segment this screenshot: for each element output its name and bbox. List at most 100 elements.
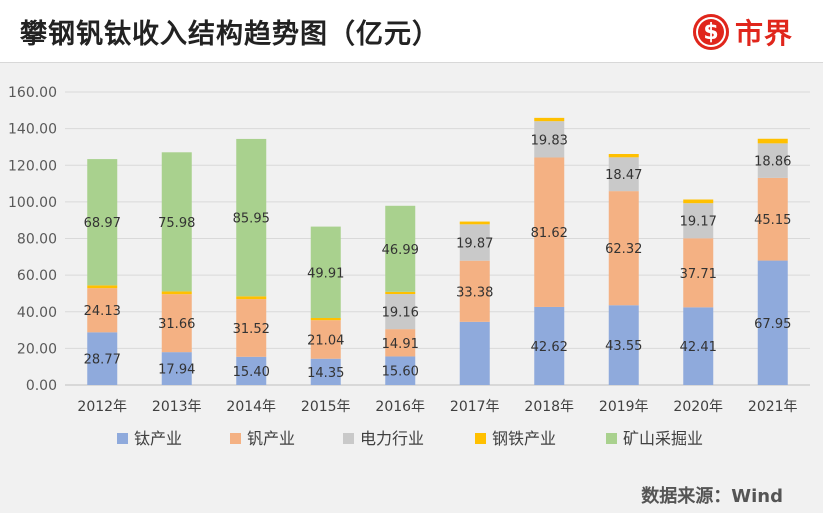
x-tick-label: 2016年 <box>375 399 425 415</box>
bar-segment <box>757 177 788 261</box>
x-tick-label: 2019年 <box>599 399 649 415</box>
y-tick-label: 120.00 <box>8 158 57 174</box>
bar-segment <box>683 307 714 385</box>
bar-segment <box>534 121 565 158</box>
x-tick-label: 2018年 <box>524 399 574 415</box>
data-label: 62.32 <box>605 242 642 257</box>
bar-segment <box>385 291 416 295</box>
y-tick-label: 140.00 <box>8 122 57 138</box>
x-tick-label: 2021年 <box>748 399 798 415</box>
data-label: 14.91 <box>382 337 419 352</box>
bar-segment <box>459 321 490 385</box>
data-label: 46.99 <box>382 243 419 258</box>
data-source: 数据来源：Wind <box>641 486 783 507</box>
bar-segment <box>683 199 714 204</box>
data-label: 24.13 <box>84 304 121 319</box>
y-tick-label: 0.00 <box>26 378 57 394</box>
x-tick-label: 2013年 <box>152 399 202 415</box>
y-tick-label: 40.00 <box>17 305 57 321</box>
data-label: 18.47 <box>605 168 642 183</box>
data-label: 14.35 <box>307 366 344 381</box>
bar-segment <box>385 329 416 357</box>
bar-segment <box>757 138 788 144</box>
bar-segment <box>385 356 416 385</box>
data-label: 21.04 <box>307 333 344 348</box>
data-label: 68.97 <box>84 216 121 231</box>
y-tick-label: 100.00 <box>8 195 57 211</box>
bar-segment <box>310 358 341 385</box>
legend-swatch <box>475 433 486 444</box>
data-label: 85.95 <box>233 212 270 227</box>
data-label: 42.41 <box>680 340 717 355</box>
data-label: 67.95 <box>754 317 791 332</box>
bar-segment <box>161 294 192 353</box>
legend-swatch <box>117 433 128 444</box>
y-tick-label: 80.00 <box>17 232 57 248</box>
bar-segment <box>236 296 267 300</box>
data-label: 31.52 <box>233 322 270 337</box>
data-label: 42.62 <box>531 340 568 355</box>
data-label: 19.83 <box>531 133 568 148</box>
bar-segment <box>608 154 639 158</box>
bar-segment <box>459 260 490 322</box>
bar-segment <box>459 224 490 261</box>
y-tick-label: 60.00 <box>17 268 57 284</box>
x-tick-label: 2017年 <box>450 399 500 415</box>
x-tick-label: 2014年 <box>226 399 276 415</box>
legend-swatch <box>230 433 241 444</box>
data-label: 81.62 <box>531 226 568 241</box>
data-label: 28.77 <box>84 353 121 368</box>
bar-segment <box>385 205 416 292</box>
bar-segment <box>608 157 639 192</box>
bar-segment <box>757 143 788 178</box>
bar-segment <box>310 226 341 318</box>
data-label: 15.40 <box>233 365 270 380</box>
data-label: 15.60 <box>382 365 419 380</box>
bar-segment <box>608 305 639 385</box>
data-label: 37.71 <box>680 267 717 282</box>
data-label: 49.91 <box>307 266 344 281</box>
bar-segment <box>534 306 565 385</box>
bar-segment <box>310 317 341 321</box>
legend-swatch <box>606 433 617 444</box>
bar-segment <box>310 320 341 359</box>
bar-segment <box>534 117 565 122</box>
brand-logo-icon: $ <box>692 14 729 50</box>
bar-segment <box>608 191 639 306</box>
bar-segment <box>683 238 714 308</box>
bar-segment <box>757 260 788 385</box>
bar-segment <box>161 152 192 292</box>
data-label: 31.66 <box>158 317 195 332</box>
bar-segment <box>87 285 118 289</box>
bar-segment <box>87 159 118 286</box>
bar-segment <box>385 294 416 330</box>
legend-label: 钒产业 <box>247 429 295 448</box>
data-label: 17.94 <box>158 363 195 378</box>
data-label: 19.17 <box>680 215 717 230</box>
x-tick-label: 2020年 <box>673 399 723 415</box>
bar-segment <box>236 138 267 297</box>
legend-label: 钢铁产业 <box>492 429 556 448</box>
data-label: 43.55 <box>605 339 642 354</box>
x-tick-label: 2015年 <box>301 399 351 415</box>
bar-segment <box>87 332 118 385</box>
data-label: 19.16 <box>382 306 419 321</box>
bar-segment <box>161 291 192 295</box>
data-label: 75.98 <box>158 216 195 231</box>
legend-label: 电力行业 <box>360 429 424 448</box>
bar-segment <box>534 157 565 307</box>
data-label: 19.87 <box>456 237 493 252</box>
bar-segment <box>459 221 490 225</box>
bar-segment <box>87 288 118 333</box>
bar-segment <box>161 352 192 385</box>
y-tick-label: 160.00 <box>8 85 57 101</box>
data-label: 33.38 <box>456 285 493 300</box>
y-tick-label: 20.00 <box>17 341 57 357</box>
brand-name: 市界 <box>734 17 793 50</box>
bar-segment <box>236 299 267 357</box>
legend-label: 钛产业 <box>134 429 182 448</box>
header-divider <box>0 62 823 63</box>
data-label: 18.86 <box>754 155 791 170</box>
data-label: 45.15 <box>754 213 791 228</box>
header: 攀钢钒钛收入结构趋势图（亿元） $ 市界 <box>0 0 823 62</box>
